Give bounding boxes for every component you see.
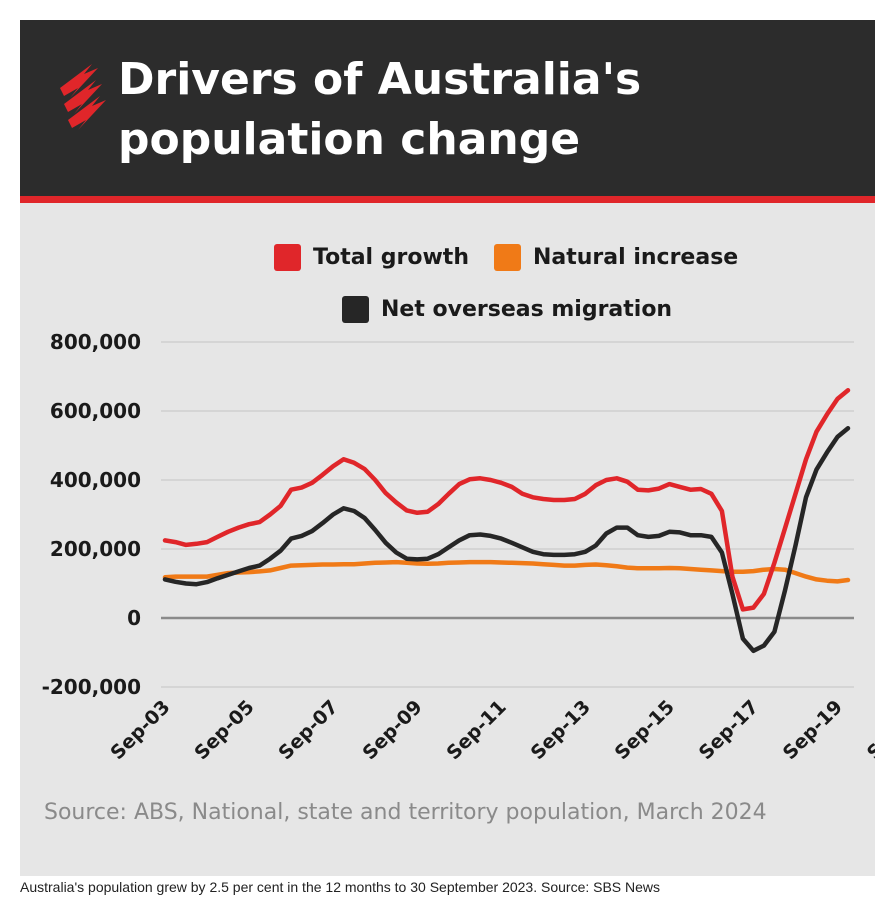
legend-item-natural-increase: Natural increase — [494, 242, 738, 272]
x-tick-label: Sep-21 — [863, 696, 875, 764]
series-line-net-overseas-migration — [162, 426, 851, 654]
line-chart: 800,000600,000400,000200,0000-200,000Sep… — [42, 330, 875, 764]
legend-label-net-overseas-migration: Net overseas migration — [381, 296, 673, 322]
chart-title-line-2: population change — [118, 114, 581, 165]
legend-item-total-growth: Total growth — [274, 242, 469, 272]
accent-divider — [20, 196, 875, 203]
y-tick-label: 800,000 — [50, 330, 141, 354]
legend-swatch-natural-increase — [494, 243, 521, 271]
image-caption: Australia's population grew by 2.5 per c… — [20, 879, 661, 895]
legend-label-total-growth: Total growth — [313, 244, 469, 270]
x-tick-label: Sep-03 — [106, 696, 174, 764]
legend-label-natural-increase: Natural increase — [533, 244, 739, 270]
y-tick-label: 600,000 — [50, 399, 141, 423]
legend-swatch-net-overseas-migration — [342, 295, 369, 323]
chart-source: Source: ABS, National, state and territo… — [44, 800, 767, 825]
legend-swatch-total-growth — [274, 243, 301, 271]
title-banner: Drivers of Australia's population change — [20, 20, 875, 196]
series-line-natural-increase — [162, 559, 851, 584]
infographic-card: Drivers of Australia's population change… — [20, 20, 875, 876]
legend-item-net-overseas-migration: Net overseas migration — [342, 294, 672, 324]
x-tick-label: Sep-05 — [190, 696, 258, 764]
series-line-total-growth — [162, 388, 851, 612]
chart-title-line-1: Drivers of Australia's — [118, 54, 642, 105]
x-tick-label: Sep-11 — [443, 696, 511, 764]
chart-title: Drivers of Australia's population change — [118, 50, 838, 170]
y-tick-label: 0 — [127, 606, 141, 630]
sbs-logo-icon — [60, 64, 106, 130]
y-tick-label: 200,000 — [50, 537, 141, 561]
x-tick-label: Sep-09 — [358, 696, 426, 764]
chart-legend: Total growth Natural increase Net overse… — [20, 242, 875, 342]
x-tick-label: Sep-17 — [695, 696, 763, 764]
x-tick-label: Sep-07 — [274, 696, 342, 764]
y-tick-label: 400,000 — [50, 468, 141, 492]
x-tick-label: Sep-19 — [779, 696, 847, 764]
x-tick-label: Sep-15 — [611, 696, 679, 764]
y-tick-label: -200,000 — [42, 675, 141, 699]
x-tick-label: Sep-13 — [527, 696, 595, 764]
